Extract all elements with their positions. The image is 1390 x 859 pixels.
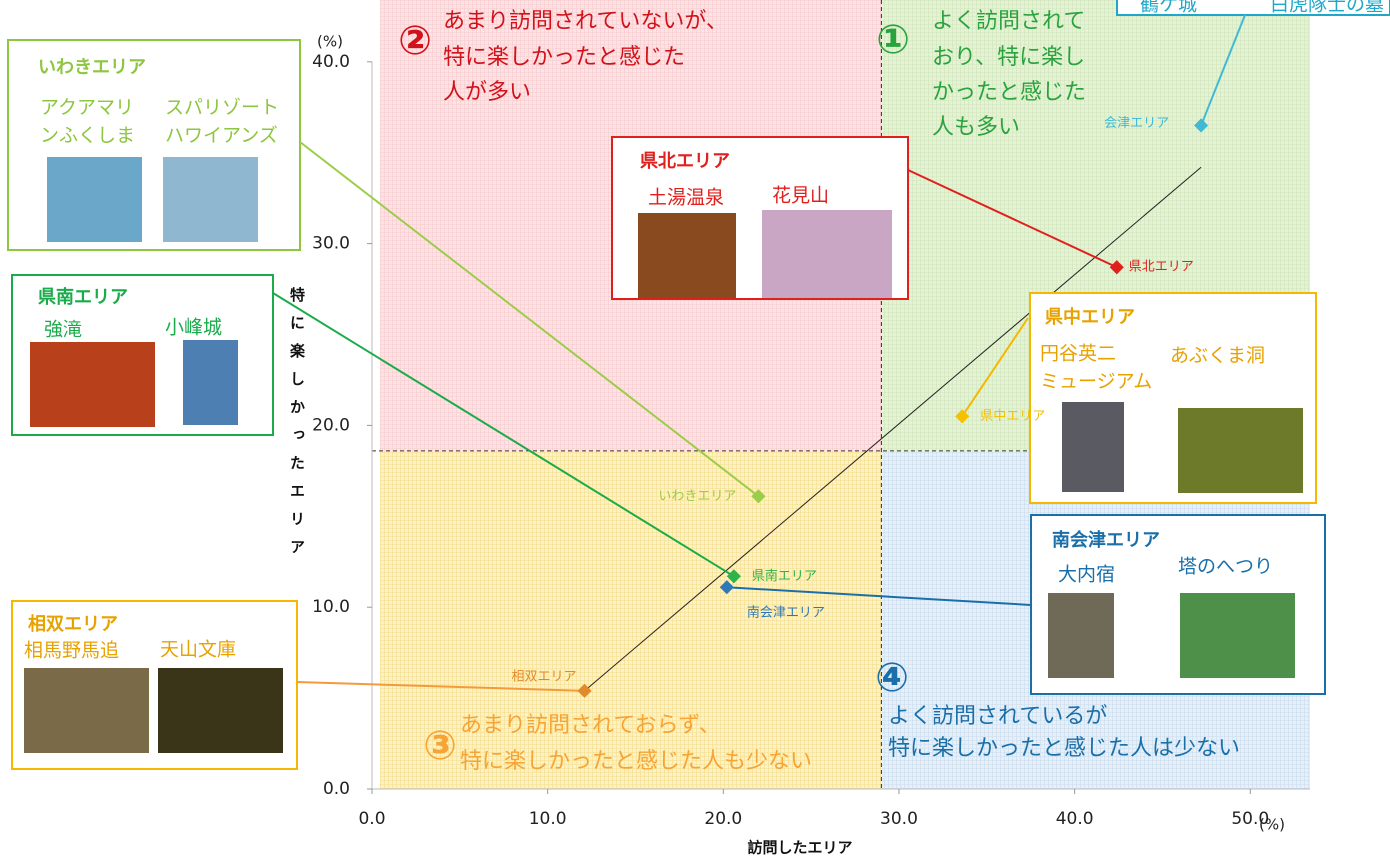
quadrant-number: ① [876,17,910,63]
spot-name: 塔のへつり [1178,556,1273,578]
callout-connector [296,681,585,692]
point-label: 県北エリア [1129,260,1194,275]
point-label: 相双エリア [512,669,577,684]
spot-name: ンふくしま [40,125,135,147]
data-point [719,580,734,595]
point-label: 県南エリア [752,568,817,584]
quadrant-text: あまり訪問されておらず、 [460,713,721,738]
callout-title: 県南エリア [38,286,128,308]
spot-name: 大内宿 [1058,564,1115,586]
y-tick-label: 10.0 [312,597,350,617]
data-point [726,569,741,584]
spot-name: 天山文庫 [160,639,236,661]
callout-connector [907,169,1118,269]
spot-photo [24,668,149,753]
quadrant-text: 特に楽しかったと感じた [443,45,685,70]
x-axis-label: 訪問したエリア [747,839,852,857]
spot-name: 花見山 [772,185,829,207]
callout-connector [272,292,735,578]
point-label: 会津エリア [1104,116,1169,131]
callout-title: 県北エリア [640,151,730,172]
spot-photo [762,210,892,298]
quadrant-number: ② [398,18,432,64]
spot-name: 鶴ケ城 [1140,0,1197,16]
spot-name: 白虎隊士の墓 [1270,0,1384,16]
spot-name: 強滝 [44,319,82,341]
data-point [577,683,592,698]
callout-connector [299,141,760,498]
spot-photo [638,213,736,298]
trend-line [584,166,1202,692]
x-tick-label: 30.0 [880,809,918,829]
y-tick-label: 0.0 [323,779,350,799]
y-tick-label: 20.0 [312,415,350,435]
quadrant-text: 人が多い [443,80,531,105]
quadrant-text: よく訪問されて [932,9,1085,34]
quadrant-text: おり、特に楽し [932,45,1085,70]
callout-title: 南会津エリア [1052,529,1160,551]
callout-box [1116,0,1390,16]
callout-title: いわきエリア [38,57,146,78]
x-unit: (%) [1259,816,1285,834]
data-point [1194,118,1209,133]
spot-photo [30,342,155,427]
spot-name: あぶくま洞 [1170,345,1265,367]
spot-name: 円谷英二 [1040,343,1116,365]
callout: 鶴ケ城 白虎隊士の墓 [1116,0,1390,16]
data-point [1109,260,1124,275]
quadrant-text: 特に楽しかったと感じた人も少ない [460,749,812,774]
spot-photo [1048,593,1114,678]
callout-connector [1200,14,1246,126]
data-point [751,489,766,504]
x-tick-label: 40.0 [1056,809,1094,829]
spot-photo [47,157,142,242]
spot-name: 土湯温泉 [648,187,724,209]
y-tick-label: 40.0 [312,52,350,72]
spot-name: 小峰城 [165,317,222,339]
quadrant-text: よく訪問されているが [888,704,1107,729]
quadrant-number: ③ [423,723,457,769]
quadrant-number: ④ [875,655,909,701]
quadrant-text: 人も多い [932,115,1020,140]
quadrant-text: かったと感じた [932,80,1086,105]
spot-photo [1178,408,1303,493]
quadrant-3-bg [380,450,882,789]
x-tick-label: 50.0 [1231,809,1269,829]
x-tick-label: 20.0 [704,809,742,829]
spot-name: ミュージアム [1040,371,1152,393]
spot-name: 相馬野馬追 [24,640,119,662]
data-point [955,409,970,424]
point-label: 南会津エリア [747,605,825,621]
callout-title: 県中エリア [1045,306,1135,328]
spot-photo [163,157,258,242]
spot-photo [1062,402,1124,492]
spot-photo [1180,593,1295,678]
spot-name: アクアマリ [40,97,134,119]
point-label: いわきエリア [658,489,736,504]
x-tick-label: 10.0 [529,809,567,829]
y-unit: (%) [317,33,343,51]
callout-title: 相双エリア [28,614,118,635]
quadrant-text: あまり訪問されていないが、 [443,9,728,34]
callout-connector [961,317,1029,417]
y-tick-label: 30.0 [312,234,350,254]
spot-name: ハワイアンズ [165,125,278,147]
y-axis-label: 特に楽しかったエリア [288,286,306,567]
x-tick-label: 0.0 [358,809,385,829]
callout-connector [726,586,1032,606]
spot-photo [158,668,283,753]
spot-name: スパリゾート [165,97,279,119]
spot-photo [183,340,238,425]
point-label: 県中エリア [980,409,1045,424]
quadrant-text: 特に楽しかったと感じた人は少ない [888,736,1240,761]
